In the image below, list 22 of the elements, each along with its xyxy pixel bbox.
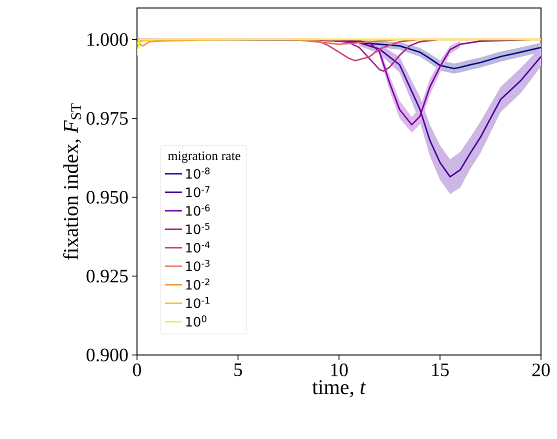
legend-label: 10$^{-1}$ [186, 297, 210, 308]
legend-label: 10$^{-8}$ [186, 168, 210, 179]
legend-label: 10$^{0}$ [186, 315, 206, 327]
y-tick-label: 0.950 [86, 190, 128, 204]
legend-label: 10$^{-7}$ [186, 186, 210, 198]
legend-label: 10$^{-5}$ [186, 223, 210, 234]
legend-label: 10$^{-6}$ [186, 204, 210, 216]
x-tick-label: 15 [432, 364, 449, 376]
y-tick-label: 0.975 [86, 112, 128, 125]
legend-label: 10$^{-2}$ [186, 278, 210, 290]
x-tick-label: 5 [234, 364, 242, 376]
y-tick-label: 0.925 [86, 270, 128, 283]
x-tick-label: 20 [532, 364, 550, 376]
y-axis-title: fixation index, F$_{ST}$ [63, 103, 82, 260]
y-tick-label: 0.900 [86, 348, 128, 362]
x-tick-label: 0 [132, 364, 142, 376]
legend-label: 10$^{-4}$ [186, 241, 210, 253]
legend-title: migration rate [168, 151, 240, 163]
x-tick-label: 10 [331, 364, 348, 376]
x-axis-title: time, t [312, 380, 366, 398]
y-tick-label: 1.000 [88, 33, 128, 46]
legend-label: 10$^{-3}$ [186, 260, 210, 272]
